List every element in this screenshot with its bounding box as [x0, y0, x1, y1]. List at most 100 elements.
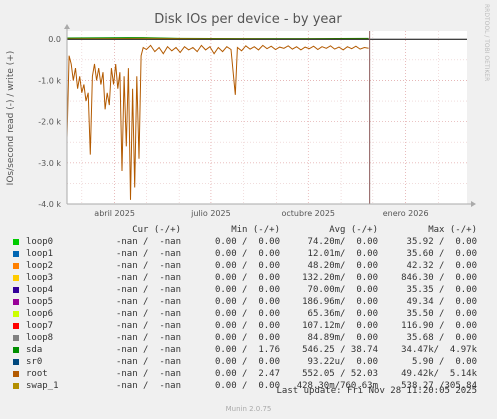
- legend-cur: -nan / -nan: [115, 285, 181, 295]
- legend-min: 0.00 / 0.00: [214, 273, 280, 283]
- legend-row: swap_1 -nan / -nan 0.00 / 0.00 428.30m/760.…: [0, 380, 497, 392]
- legend-avg: 552.05 / 52.03: [302, 369, 378, 379]
- legend-cur: -nan / -nan: [115, 333, 181, 343]
- legend-header-avg: Avg (-/+): [329, 225, 378, 235]
- legend-series-name: sr0: [26, 357, 43, 367]
- legend-series-name: loop1: [26, 249, 54, 259]
- y-tick-label: 0.0: [48, 35, 61, 44]
- legend-swatch: [13, 311, 19, 317]
- legend-cur: -nan / -nan: [115, 321, 181, 331]
- legend-max: 538.27 /305.84: [401, 381, 477, 391]
- legend-swatch: [13, 359, 19, 365]
- x-tick-label: octubre 2025: [282, 209, 336, 218]
- legend-swatch: [13, 371, 19, 377]
- legend-swatch: [13, 323, 19, 329]
- legend-header: Cur (-/+) Min (-/+) Avg (-/+) Max (-/+): [0, 224, 497, 236]
- legend-max: 34.47k/ 4.97k: [401, 345, 477, 355]
- legend-avg: 428.30m/760.63m: [296, 381, 378, 391]
- legend-avg: 186.96m/ 0.00: [302, 297, 378, 307]
- legend-avg: 84.89m/ 0.00: [307, 333, 378, 343]
- legend-max: 42.32 / 0.00: [406, 261, 477, 271]
- legend-series-name: loop2: [26, 261, 54, 271]
- legend-max: 35.60 / 0.00: [406, 249, 477, 259]
- legend-max: 5.90 / 0.00: [411, 357, 477, 367]
- legend-min: 0.00 / 0.00: [214, 333, 280, 343]
- rrdtool-credit: RRDTOOL / TOBI OETIKER: [483, 4, 490, 82]
- x-axis-arrow-icon: [471, 201, 476, 207]
- legend-max: 846.30 / 0.00: [401, 273, 477, 283]
- legend-avg: 74.20m/ 0.00: [307, 237, 378, 247]
- legend-rows: loop0 -nan / -nan 0.00 / 0.00 74.20m/ 0.00 3…: [0, 236, 497, 392]
- legend-max: 35.50 / 0.00: [406, 309, 477, 319]
- legend-swatch: [13, 251, 19, 257]
- legend-row: loop7 -nan / -nan 0.00 / 0.00 107.12m/ 0.00…: [0, 320, 497, 332]
- legend-avg: 48.20m/ 0.00: [307, 261, 378, 271]
- legend-avg: 546.25 / 38.74: [302, 345, 378, 355]
- legend-max: 116.90 / 0.00: [401, 321, 477, 331]
- legend-min: 0.00 / 0.00: [214, 309, 280, 319]
- legend-cur: -nan / -nan: [115, 357, 181, 367]
- legend-cur: -nan / -nan: [115, 309, 181, 319]
- legend-avg: 107.12m/ 0.00: [302, 321, 378, 331]
- legend: Cur (-/+) Min (-/+) Avg (-/+) Max (-/+) …: [0, 224, 497, 392]
- x-tick-label: enero 2026: [383, 209, 429, 218]
- legend-swatch: [13, 287, 19, 293]
- legend-cur: -nan / -nan: [115, 273, 181, 283]
- legend-cur: -nan / -nan: [115, 261, 181, 271]
- y-tick-label: -3.0 k: [38, 159, 61, 168]
- legend-cur: -nan / -nan: [115, 381, 181, 391]
- legend-series-name: loop6: [26, 309, 54, 319]
- y-tick-label: -1.0 k: [38, 76, 61, 85]
- legend-swatch: [13, 275, 19, 281]
- munin-version: Munin 2.0.75: [225, 405, 272, 413]
- legend-min: 0.00 / 0.00: [214, 297, 280, 307]
- legend-avg: 12.01m/ 0.00: [307, 249, 378, 259]
- legend-row: loop3 -nan / -nan 0.00 / 0.00 132.20m/ 0.00…: [0, 272, 497, 284]
- legend-swatch: [13, 239, 19, 245]
- legend-avg: 93.22u/ 0.00: [307, 357, 378, 367]
- chart-svg: 0.0 -1.0 k -2.0 k -3.0 k -4.0 k abril 2025 jul…: [6, 12, 476, 218]
- legend-max: 49.42k/ 5.14k: [401, 369, 477, 379]
- legend-cur: -nan / -nan: [115, 297, 181, 307]
- legend-series-name: loop8: [26, 333, 54, 343]
- legend-series-name: swap_1: [26, 381, 59, 391]
- legend-cur: -nan / -nan: [115, 249, 181, 259]
- y-axis-label: IOs/second read (-) / write (+): [6, 51, 16, 186]
- legend-max: 35.35 / 0.00: [406, 285, 477, 295]
- legend-min: 0.00 / 2.47: [214, 369, 280, 379]
- legend-avg: 65.36m/ 0.00: [307, 309, 378, 319]
- y-axis-arrow-icon: [64, 24, 70, 29]
- legend-min: 0.00 / 0.00: [214, 357, 280, 367]
- legend-header-cur: Cur (-/+): [132, 225, 181, 235]
- y-tick-label: -2.0 k: [38, 118, 61, 127]
- legend-row: loop0 -nan / -nan 0.00 / 0.00 74.20m/ 0.00 3…: [0, 236, 497, 248]
- legend-avg: 132.20m/ 0.00: [302, 273, 378, 283]
- chart: 0.0 -1.0 k -2.0 k -3.0 k -4.0 k abril 2025 jul…: [6, 4, 490, 218]
- x-tick-label: abril 2025: [94, 209, 135, 218]
- legend-swatch: [13, 299, 19, 305]
- legend-avg: 70.00m/ 0.00: [307, 285, 378, 295]
- legend-max: 35.68 / 0.00: [406, 333, 477, 343]
- legend-cur: -nan / -nan: [115, 237, 181, 247]
- legend-row: loop6 -nan / -nan 0.00 / 0.00 65.36m/ 0.00 3…: [0, 308, 497, 320]
- legend-series-name: sda: [26, 345, 43, 355]
- legend-series-name: root: [26, 369, 48, 379]
- legend-row: root -nan / -nan 0.00 / 2.47 552.05 / 52.03…: [0, 368, 497, 380]
- legend-min: 0.00 / 0.00: [214, 249, 280, 259]
- legend-series-name: loop7: [26, 321, 54, 331]
- legend-series-name: loop3: [26, 273, 54, 283]
- legend-min: 0.00 / 0.00: [214, 321, 280, 331]
- legend-row: loop4 -nan / -nan 0.00 / 0.00 70.00m/ 0.00 3…: [0, 284, 497, 296]
- legend-min: 0.00 / 0.00: [214, 237, 280, 247]
- y-tick-label: -4.0 k: [38, 200, 61, 209]
- legend-row: loop1 -nan / -nan 0.00 / 0.00 12.01m/ 0.00 3…: [0, 248, 497, 260]
- legend-row: loop2 -nan / -nan 0.00 / 0.00 48.20m/ 0.00 4…: [0, 260, 497, 272]
- legend-row: loop5 -nan / -nan 0.00 / 0.00 186.96m/ 0.00…: [0, 296, 497, 308]
- legend-swatch: [13, 335, 19, 341]
- x-tick-label: julio 2025: [190, 209, 231, 218]
- legend-cur: -nan / -nan: [115, 369, 181, 379]
- legend-series-name: loop0: [26, 237, 54, 247]
- legend-swatch: [13, 347, 19, 353]
- legend-min: 0.00 / 0.00: [214, 285, 280, 295]
- legend-header-max: Max (-/+): [428, 225, 477, 235]
